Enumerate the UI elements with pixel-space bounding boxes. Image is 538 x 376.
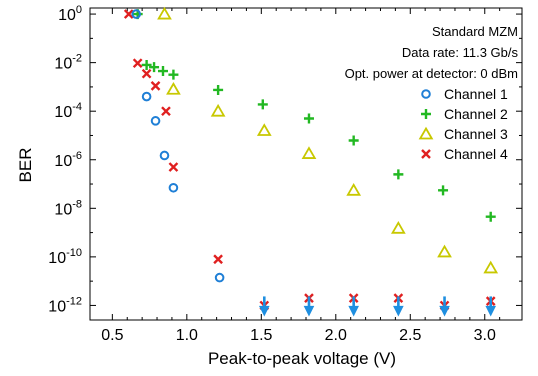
channel-4-point: [150, 81, 161, 91]
channel-4-point: [132, 58, 143, 69]
legend-label-channel-4: Channel 4: [444, 146, 508, 162]
x-tick-label: 2.5: [399, 327, 421, 344]
y-tick-label: 10-10: [48, 247, 82, 267]
x-tick-label: 1.0: [176, 327, 198, 344]
channel-4-point: [213, 254, 223, 265]
channel-3-point: [437, 244, 452, 258]
channel-1-point: [150, 116, 161, 126]
channel-1-point: [214, 272, 225, 283]
channel-2-point: [149, 62, 160, 73]
channel-2-point: [157, 66, 168, 77]
channel-2-point: [485, 211, 496, 222]
data-markers: [123, 6, 499, 317]
channel-1-point: [131, 9, 141, 19]
legend-marker-channel-3: [418, 126, 434, 140]
channel-4-point: [161, 106, 171, 117]
y-tick-label: 100: [58, 4, 82, 24]
x-tick-label: 1.5: [250, 327, 272, 344]
channel-3-point: [483, 260, 499, 274]
upper-limit-arrow-head: [439, 305, 450, 317]
channel-2-point: [213, 84, 224, 95]
upper-limit-arrow-head: [393, 305, 404, 317]
channel-3-point: [390, 221, 406, 234]
channel-2-point: [393, 169, 404, 180]
channel-2-point: [257, 99, 268, 110]
channel-1-point: [168, 182, 179, 193]
channel-3-point: [346, 183, 362, 196]
channel-1-point: [141, 91, 152, 102]
upper-limit-arrow-head: [303, 305, 315, 317]
x-axis-title: Peak-to-peak voltage (V): [208, 349, 396, 368]
x-tick-label: 2.0: [325, 327, 347, 344]
annotation-modulator: Standard MZM: [432, 24, 518, 39]
channel-3-point: [157, 6, 172, 20]
channel-1-point: [159, 150, 170, 161]
channel-3-point: [166, 81, 181, 95]
x-tick-label: 3.0: [474, 327, 496, 344]
annotation-data-rate: Data rate: 11.3 Gb/s: [402, 45, 519, 60]
channel-4-point: [123, 9, 134, 19]
channel-4-point: [141, 68, 152, 79]
y-tick-label: 10-4: [54, 101, 82, 121]
x-tick-label: 0.5: [101, 327, 123, 344]
legend: Channel 1 Channel 2 Channel 3 Channel 4: [418, 86, 508, 162]
legend-label-channel-1: Channel 1: [444, 86, 508, 102]
channel-2-point: [438, 185, 449, 196]
channel-3-point: [301, 146, 317, 159]
y-tick-label: 10-2: [54, 53, 82, 73]
legend-label-channel-3: Channel 3: [444, 126, 508, 142]
y-tick-label: 10-8: [54, 198, 82, 218]
channel-2-point: [348, 135, 359, 146]
upper-limit-arrow-head: [348, 305, 359, 317]
channel-3-point: [210, 103, 226, 117]
y-axis-title: BER: [16, 148, 35, 183]
channel-3-point: [256, 123, 272, 136]
legend-marker-channel-4: [421, 149, 431, 159]
upper-limit-arrow-head: [485, 305, 497, 317]
channel-4-point: [168, 162, 179, 172]
channel-2-point: [168, 69, 179, 80]
legend-label-channel-2: Channel 2: [444, 106, 508, 122]
y-tick-label: 10-12: [48, 295, 82, 315]
legend-marker-channel-2: [421, 109, 431, 119]
upper-limit-arrow-head: [258, 305, 270, 317]
channel-2-point: [303, 113, 314, 124]
annotation-block: Standard MZM Data rate: 11.3 Gb/s Opt. p…: [345, 24, 519, 81]
annotation-optical-power: Opt. power at detector: 0 dBm: [345, 66, 518, 81]
channel-2-point: [141, 59, 152, 70]
legend-marker-channel-1: [421, 89, 431, 99]
y-tick-label: 10-6: [54, 150, 82, 170]
